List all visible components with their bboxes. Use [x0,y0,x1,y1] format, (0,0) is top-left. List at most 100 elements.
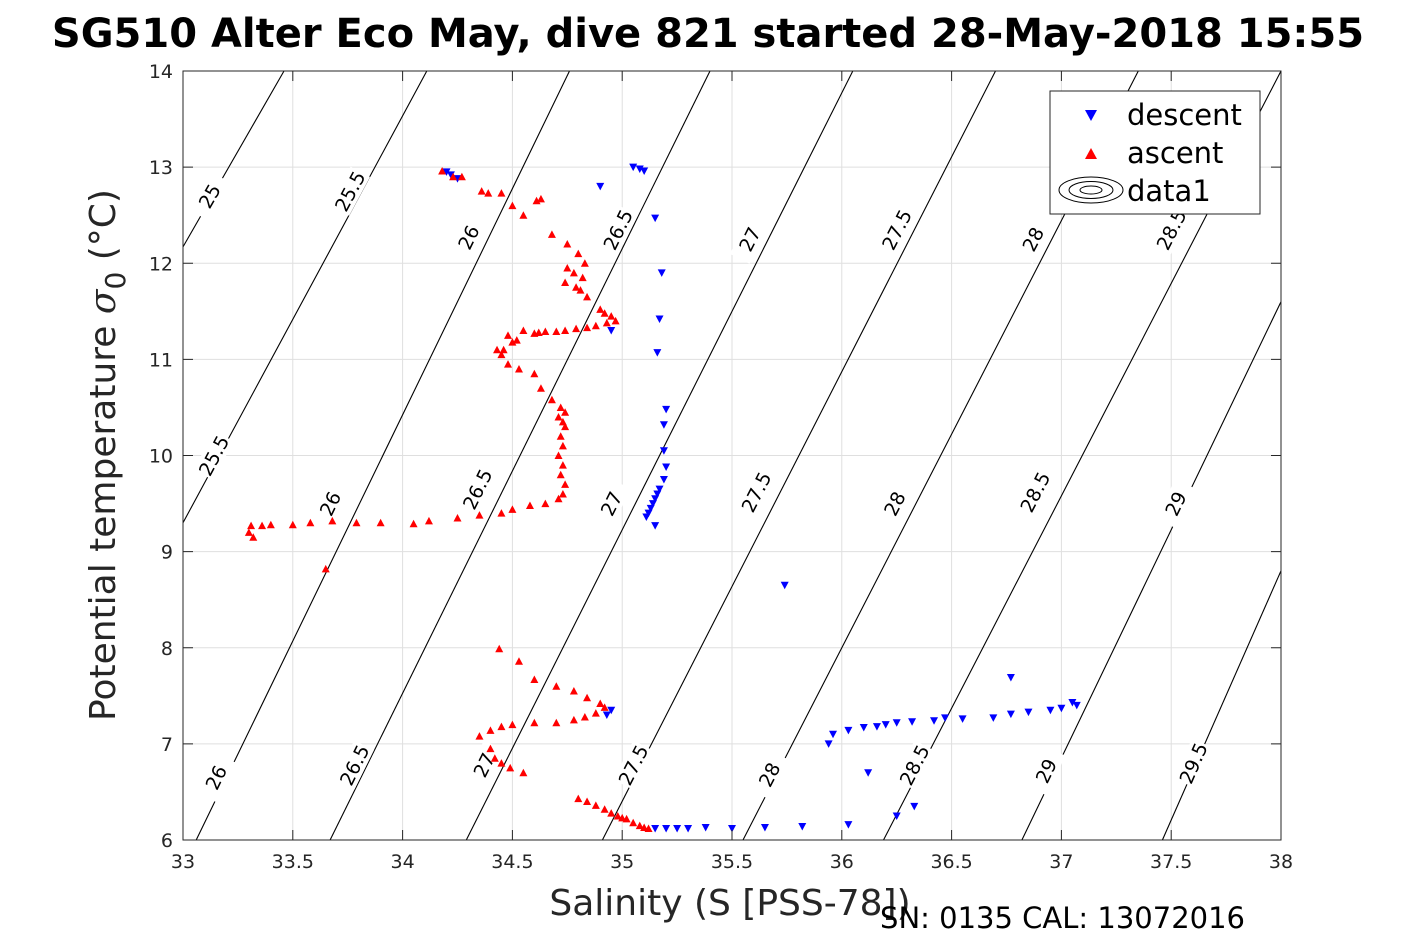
contour-line-27-5 [601,70,996,841]
contour-label: 28.5 [1015,467,1055,517]
ascent-point [541,327,550,335]
contour-label: 27.5 [876,205,917,255]
x-tick-label: 36 [830,851,854,873]
contour-label: 27 [729,214,770,264]
descent-point [659,421,668,429]
ascent-point [547,395,556,404]
ascent-point [532,196,541,205]
y-tick-label: 13 [149,157,173,179]
ascent-point [556,470,565,479]
ascent-point [552,682,561,690]
descent-point [881,721,890,729]
x-axis-label: Salinity (S [PSS-78]) [549,883,910,924]
y-axis-label-subscript: 0 [99,272,132,290]
descent-point [651,824,660,833]
descent-point [653,490,662,498]
contour-label-bg [591,479,631,529]
ascent-point [258,521,267,530]
ascent-point [556,403,565,411]
ascent-point [607,809,616,817]
descent-point [648,500,657,508]
ascent-point [438,166,447,175]
ascent-point [613,811,622,820]
descent-point [655,315,664,324]
ascent-point [611,316,620,325]
ascent-point [519,211,528,219]
ascent-point [508,505,517,513]
y-tick-label: 14 [149,61,173,83]
descent-point [892,812,901,820]
y-tick-label: 11 [149,349,173,371]
legend: descent ascent data1 [1049,90,1261,215]
contour-label: 28 [749,750,790,800]
ascent-point [596,305,605,313]
contour-label-text: 28.5 [896,742,935,790]
descent-point [872,723,881,731]
descent-point [662,405,671,414]
contour-line-26 [195,70,570,841]
descent-point [864,769,873,777]
descent-point [662,463,671,472]
ascent-point [591,709,600,717]
ascent-point [558,489,567,498]
descent-point [635,165,644,174]
ascent-point [249,533,258,541]
ascent-point [596,699,605,708]
ascent-point [600,309,609,317]
calibration-footer: SN: 0135 CAL: 13072016 [880,901,1245,935]
ascent-point [486,726,495,734]
descent-point [684,824,693,833]
descent-point [701,824,710,832]
descent-point [659,447,668,455]
contour-label-text: 27.5 [615,742,654,790]
ascent-point [506,763,515,772]
contour-label-bg [736,467,777,517]
contour-label: 29.5 [1174,738,1213,788]
y-axis-label-symbol: σ [83,288,124,314]
ascent-point [512,336,521,344]
contour-label-text: 29.5 [1176,740,1213,788]
descent-point [673,824,682,833]
descent-point [602,711,611,720]
ascent-point [569,715,578,724]
ascent-point [449,172,458,181]
ascent-point [561,326,570,335]
descent-point [453,175,462,183]
x-tick-label: 37.5 [1150,851,1192,873]
x-tick-label: 34.5 [491,851,533,873]
ascent-point [552,718,561,727]
contour-label-text: 26.5 [459,466,497,514]
y-tick-label: 7 [161,734,173,756]
chart-title: SG510 Alter Eco May, dive 821 started 28… [52,11,1364,57]
descent-point [1057,704,1066,713]
contour-label-bg [464,740,504,790]
ascent-point [321,564,330,573]
descent-point [1072,701,1081,710]
descent-point [908,718,917,726]
descent-point [941,714,950,722]
ascent-point [306,518,315,527]
contour-label-bg [334,740,374,790]
descent-point [651,495,660,503]
y-tick-label: 9 [161,542,173,564]
contour-label-bg [188,171,230,221]
ascent-point [578,273,587,282]
descent-point [607,327,616,335]
contour-label-bg [329,166,371,216]
ascent-point [514,364,523,373]
ascent-point [629,818,638,827]
ascent-point [574,794,583,803]
descent-point [892,719,901,727]
descent-point [1068,699,1077,707]
descent-point [642,513,651,522]
descent-point [844,821,853,829]
ascent-point [477,187,486,195]
ascent-point [580,712,589,721]
ascent-point [493,345,502,354]
ascent-point [475,732,484,740]
x-axis: 33 33.5 34 34.5 35 35.5 36 36.5 37 37.5 38 [171,71,1293,873]
ascent-point [486,744,495,753]
contour-label: 28 [1013,214,1053,264]
ascent-point [572,283,581,291]
ascent-point [508,338,517,346]
